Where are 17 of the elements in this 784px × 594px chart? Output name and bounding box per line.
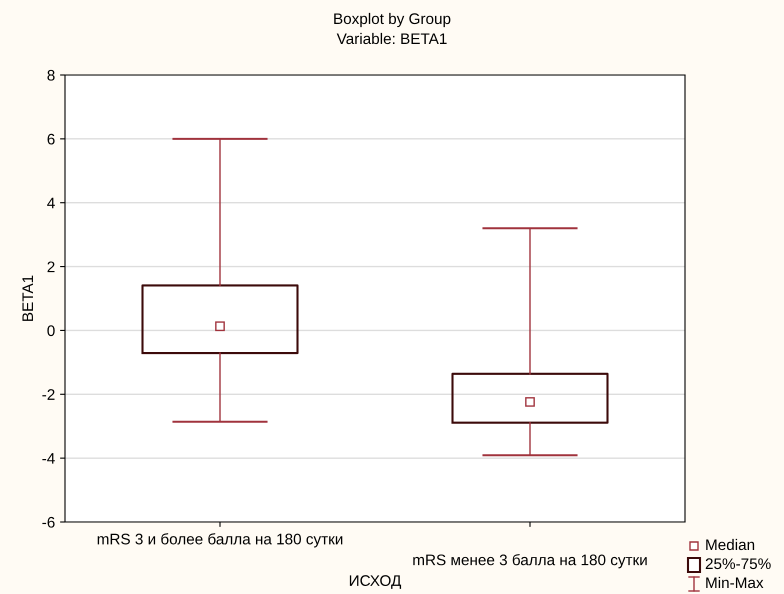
y-axis-title: BETA1 bbox=[22, 276, 33, 321]
x-tick-label: mRS 3 и более балла на 180 сутки bbox=[98, 533, 342, 548]
y-tick-label: -6 bbox=[42, 516, 55, 528]
x-tick-label: mRS менее 3 балла на 180 сутки bbox=[413, 554, 647, 568]
y-tick-label: 0 bbox=[47, 325, 55, 336]
chart-subtitle: Variable: BETA1 bbox=[336, 32, 447, 44]
y-tick-label: -2 bbox=[42, 389, 55, 400]
y-tick-label: 2 bbox=[48, 261, 55, 272]
x-axis-title: ИСХОД bbox=[350, 575, 402, 589]
text: Min-Max bbox=[706, 576, 764, 588]
text: Median bbox=[706, 538, 754, 550]
text: 25%-75% bbox=[706, 558, 771, 570]
y-tick-label: 6 bbox=[48, 134, 55, 145]
y-tick-label: 4 bbox=[47, 198, 55, 208]
chart-title: Boxplot by Group bbox=[334, 12, 450, 28]
y-tick-label: -4 bbox=[42, 453, 55, 464]
y-tick-label: 8 bbox=[47, 70, 55, 81]
